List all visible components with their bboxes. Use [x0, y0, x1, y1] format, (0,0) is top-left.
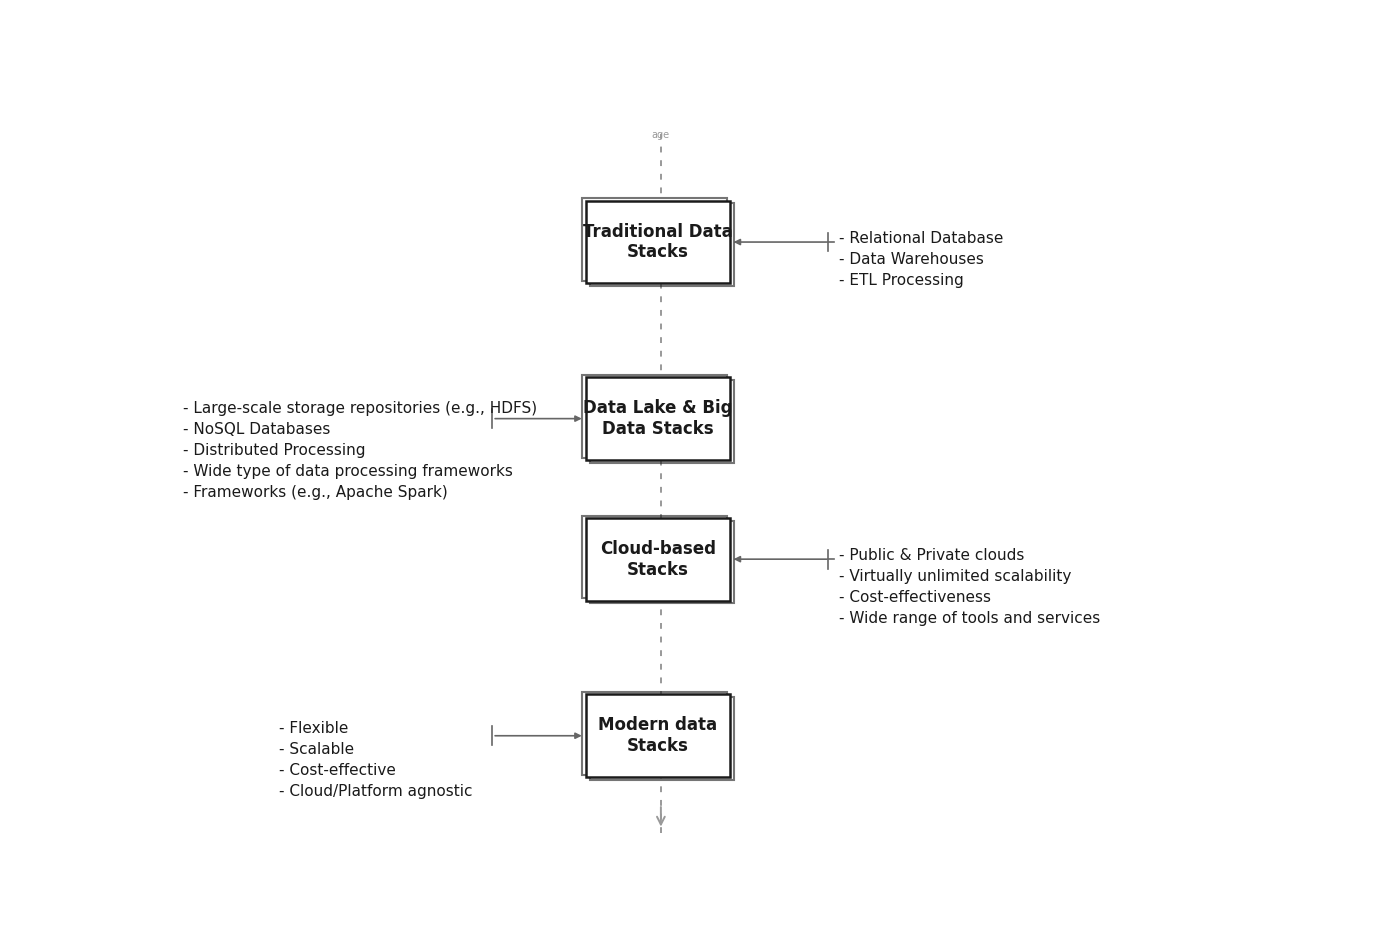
Text: Modern data
Stacks: Modern data Stacks	[598, 716, 717, 755]
Text: age: age	[651, 130, 671, 140]
Text: - Relational Database
- Data Warehouses
- ETL Processing: - Relational Database - Data Warehouses …	[839, 231, 1004, 288]
Text: - Public & Private clouds
- Virtually unlimited scalability
- Cost-effectiveness: - Public & Private clouds - Virtually un…	[839, 548, 1100, 626]
FancyBboxPatch shape	[585, 518, 730, 601]
FancyBboxPatch shape	[585, 695, 730, 777]
Text: Traditional Data
Stacks: Traditional Data Stacks	[582, 223, 733, 261]
Text: - Flexible
- Scalable
- Cost-effective
- Cloud/Platform agnostic: - Flexible - Scalable - Cost-effective -…	[278, 722, 472, 799]
FancyBboxPatch shape	[585, 377, 730, 461]
Text: - Large-scale storage repositories (e.g., HDFS)
- NoSQL Databases
- Distributed : - Large-scale storage repositories (e.g.…	[183, 401, 537, 500]
Text: Cloud-based
Stacks: Cloud-based Stacks	[600, 540, 716, 578]
FancyBboxPatch shape	[585, 200, 730, 284]
Text: Data Lake & Big
Data Stacks: Data Lake & Big Data Stacks	[582, 400, 733, 438]
